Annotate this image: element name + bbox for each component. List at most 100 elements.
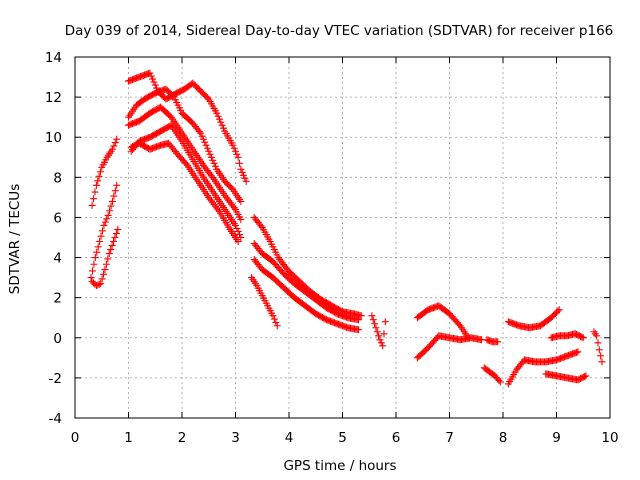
data-point-marker [578, 333, 586, 341]
data-point-marker [197, 129, 205, 137]
data-point-marker [270, 315, 278, 323]
data-point-marker [582, 372, 590, 380]
data-point-marker [272, 318, 280, 326]
data-point-marker [107, 246, 115, 254]
data-point-marker [90, 195, 98, 203]
data-point-marker [595, 346, 603, 354]
data-point-marker [355, 316, 363, 324]
data-point-marker [233, 224, 241, 232]
data-points [87, 69, 606, 388]
data-point-marker [94, 177, 102, 185]
data-point-marker [495, 376, 503, 384]
data-point-marker [108, 242, 116, 250]
data-point-marker [150, 78, 158, 86]
plot-frame [74, 56, 611, 419]
data-point-marker [107, 202, 115, 210]
data-point-marker [103, 215, 111, 223]
data-point-marker [95, 172, 103, 180]
data-point-marker [151, 81, 159, 89]
data-point-marker [95, 280, 103, 288]
y-tick-label: 12 [45, 90, 62, 106]
data-point-marker [198, 132, 206, 140]
data-point-marker [242, 177, 250, 185]
data-point-marker [579, 334, 587, 342]
data-point-marker [496, 378, 504, 386]
data-point-marker [91, 188, 99, 196]
data-point-marker [97, 280, 105, 288]
data-point-marker [237, 165, 245, 173]
data-point-marker [206, 170, 214, 178]
data-point-marker [278, 259, 286, 267]
data-point-marker [91, 254, 99, 262]
grid-lines [75, 57, 610, 418]
y-tick-label: 10 [45, 130, 62, 146]
data-point-marker [111, 187, 119, 195]
data-point-marker [594, 339, 602, 347]
data-point-marker [280, 261, 288, 269]
data-point-marker [282, 264, 290, 272]
chart-title: Day 039 of 2014, Sidereal Day-to-day VTE… [65, 23, 614, 39]
data-point-marker [376, 336, 384, 344]
data-point-marker [104, 211, 112, 219]
data-point-marker [203, 94, 211, 102]
y-tick-label: 8 [53, 170, 62, 186]
data-point-marker [240, 171, 248, 179]
data-point-marker [92, 181, 100, 189]
data-point-marker [203, 167, 211, 175]
data-point-marker [223, 195, 231, 203]
data-point-marker [574, 348, 582, 356]
data-point-marker [206, 150, 214, 158]
data-point-marker [269, 312, 277, 320]
data-point-marker [110, 142, 118, 150]
data-point-marker [104, 255, 112, 263]
data-point-marker [234, 238, 242, 246]
data-point-marker [98, 275, 106, 283]
data-point-marker [241, 174, 249, 182]
x-tick-label: 1 [124, 430, 133, 446]
data-point-marker [257, 222, 265, 230]
data-point-marker [147, 72, 155, 80]
data-point-marker [229, 141, 237, 149]
data-point-marker [355, 326, 363, 334]
data-point-marker [593, 332, 601, 340]
data-point-marker [94, 243, 102, 251]
data-point-marker [100, 270, 108, 278]
data-point-marker [237, 197, 245, 205]
data-point-marker [237, 215, 245, 223]
data-point-marker [380, 330, 388, 338]
data-point-marker [106, 207, 114, 215]
data-point-marker [372, 324, 380, 332]
data-point-marker [205, 147, 213, 155]
data-point-marker [274, 254, 282, 262]
data-point-marker [233, 150, 241, 158]
x-tick-label: 10 [601, 430, 618, 446]
data-point-marker [234, 227, 242, 235]
data-point-marker [113, 181, 121, 189]
data-point-marker [213, 109, 221, 117]
y-tick-label: -2 [49, 371, 62, 387]
data-point-marker [210, 200, 218, 208]
data-point-marker [226, 198, 234, 206]
data-point-marker [214, 112, 222, 120]
data-point-marker [209, 199, 217, 207]
data-point-marker [232, 147, 239, 155]
data-point-marker [215, 115, 223, 123]
x-tick-label: 0 [71, 430, 80, 446]
x-tick-label: 4 [285, 430, 294, 446]
y-tick-label: 4 [53, 251, 62, 267]
data-point-marker [209, 174, 217, 182]
data-point-marker [113, 135, 121, 143]
y-tick-label: 2 [53, 291, 62, 307]
data-point-marker [375, 332, 383, 340]
data-point-marker [110, 192, 118, 200]
data-point-marker [182, 160, 190, 168]
data-point-marker [225, 197, 233, 205]
data-point-marker [209, 156, 217, 164]
data-point-marker [377, 339, 385, 347]
data-point-marker [205, 168, 213, 176]
data-point-marker [371, 320, 379, 328]
data-point-marker [90, 260, 98, 268]
data-point-marker [101, 266, 109, 274]
